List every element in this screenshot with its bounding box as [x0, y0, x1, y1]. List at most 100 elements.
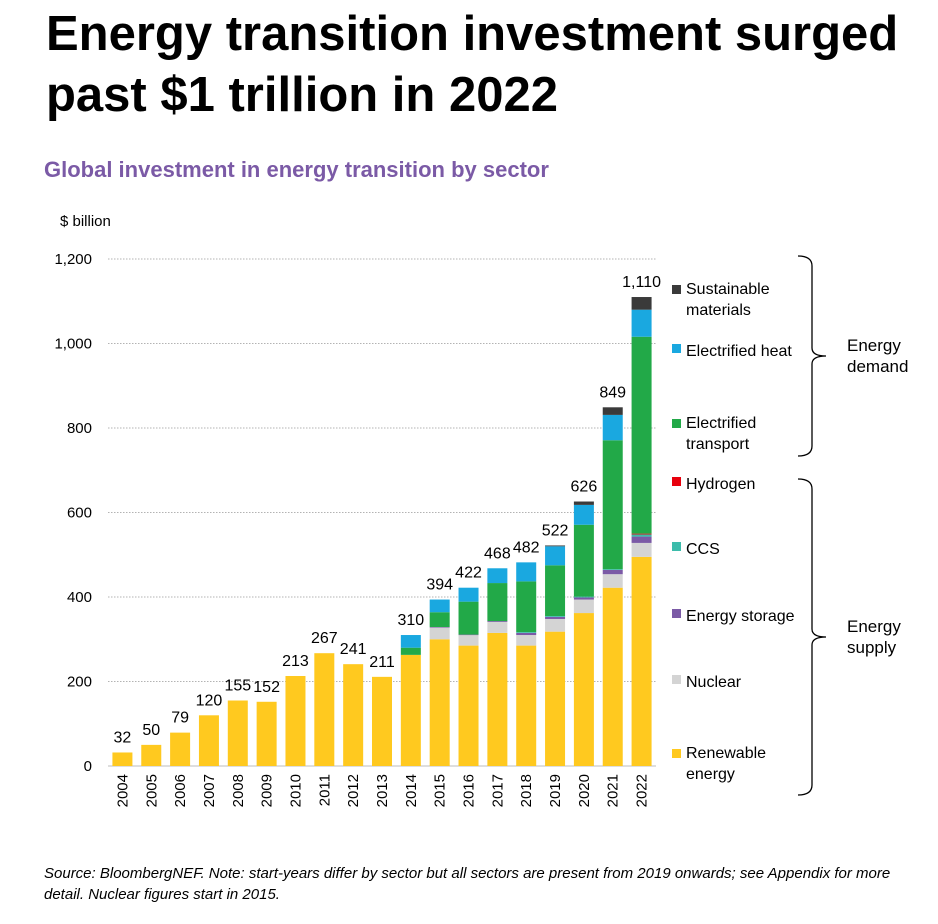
- legend-swatch-renewable-energy: [672, 749, 681, 758]
- bar-segment-renewable-energy-2011: [314, 653, 335, 766]
- bar-segment-electrified-heat-2015: [429, 599, 450, 613]
- total-label-2011: 267: [311, 630, 338, 647]
- bar-segment-ccs-2019: [545, 616, 566, 617]
- bar-segment-renewable-energy-2020: [573, 613, 594, 766]
- total-label-2021: 849: [599, 384, 626, 401]
- bar-segment-electrified-heat-2016: [458, 587, 479, 602]
- bar-segment-renewable-energy-2019: [545, 631, 566, 766]
- total-label-2014: 310: [397, 612, 424, 629]
- total-label-2013: 211: [369, 654, 395, 671]
- bar-segment-renewable-energy-2018: [516, 645, 537, 766]
- bar-segment-energy-storage-2015: [429, 626, 450, 628]
- bar-segment-ccs-2021: [602, 569, 623, 570]
- bar-segment-electrified-heat-2022: [631, 309, 652, 337]
- y-tick-label: 800: [67, 420, 92, 437]
- bar-segment-sustainable-materials-2022: [631, 297, 652, 310]
- bar-segment-ccs-2018: [516, 632, 537, 633]
- legend-label-hydrogen: Hydrogen: [686, 476, 755, 493]
- bar-segment-renewable-energy-2021: [602, 587, 623, 766]
- bar-segment-electrified-heat-2019: [545, 546, 566, 566]
- bar-segment-ccs-2022: [631, 534, 652, 537]
- stacked-bar-chart: $ billion 0 200 400 600 800 1,000 1,200 32 2004 50…: [54, 213, 908, 807]
- bar-segment-hydrogen-2022: [631, 533, 652, 535]
- bar-segment-renewable-energy-2010: [285, 676, 306, 766]
- bar-segment-electrified-transport-2016: [458, 601, 479, 635]
- bar-segment-electrified-transport-2020: [573, 524, 594, 597]
- total-label-2019: 522: [542, 522, 569, 539]
- bar-segment-electrified-transport-2021: [602, 440, 623, 570]
- x-tick-label-2022: 2022: [634, 774, 651, 807]
- bar-segment-sustainable-materials-2020: [573, 501, 594, 505]
- legend-label-renewable-energy: energy: [686, 766, 735, 783]
- brace-energy-supply: [797, 478, 827, 796]
- x-tick-label-2013: 2013: [374, 774, 391, 807]
- x-tick-label-2006: 2006: [172, 774, 189, 807]
- total-label-2018: 482: [513, 539, 540, 556]
- legend-swatch-electrified-transport: [672, 419, 681, 428]
- total-label-2012: 241: [340, 641, 367, 658]
- x-tick-label-2014: 2014: [403, 774, 420, 807]
- y-tick-label: 400: [67, 589, 92, 606]
- legend-swatch-ccs: [672, 542, 681, 551]
- bar-segment-electrified-heat-2020: [573, 504, 594, 525]
- bar-segment-sustainable-materials-2019: [545, 545, 566, 547]
- bar-segment-renewable-energy-2009: [256, 701, 277, 766]
- bar-segment-electrified-transport-2022: [631, 336, 652, 534]
- y-tick-label: 1,000: [54, 336, 92, 353]
- total-label-2015: 394: [426, 577, 453, 594]
- bar-segment-nuclear-2015: [429, 627, 450, 640]
- bar-segment-electrified-heat-2018: [516, 562, 537, 582]
- y-axis-unit-label: $ billion: [60, 213, 111, 230]
- y-tick-label: 0: [84, 758, 92, 775]
- bar-segment-renewable-energy-2014: [400, 654, 421, 766]
- total-label-2007: 120: [196, 692, 223, 709]
- legend-swatch-nuclear: [672, 675, 681, 684]
- legend-swatch-hydrogen: [672, 477, 681, 486]
- bar-segment-energy-storage-2021: [602, 569, 623, 575]
- bar-segment-energy-storage-2020: [573, 597, 594, 600]
- bar-segment-sustainable-materials-2021: [602, 407, 623, 415]
- bar-segment-energy-storage-2019: [545, 616, 566, 619]
- bar-segment-renewable-energy-2004: [112, 752, 133, 766]
- x-tick-label-2020: 2020: [576, 774, 593, 807]
- bar-segment-renewable-energy-2007: [198, 715, 219, 766]
- group-label-energy-demand: Energy: [847, 336, 901, 355]
- bar-segment-renewable-energy-2016: [458, 645, 479, 766]
- bar-segment-renewable-energy-2006: [170, 732, 191, 766]
- total-label-2020: 626: [571, 479, 598, 496]
- bar-segment-electrified-heat-2017: [487, 568, 508, 584]
- total-label-2017: 468: [484, 545, 511, 562]
- bar-segment-energy-storage-2018: [516, 632, 537, 636]
- group-label-energy-supply: supply: [847, 638, 897, 657]
- chart-subtitle: Global investment in energy transition b…: [44, 157, 549, 182]
- bar-segment-nuclear-2017: [487, 621, 508, 633]
- x-tick-label-2018: 2018: [518, 774, 535, 807]
- y-tick-label: 1,200: [54, 251, 92, 268]
- total-label-2016: 422: [455, 565, 482, 582]
- bar-segment-renewable-energy-2022: [631, 556, 652, 766]
- bar-segment-renewable-energy-2005: [141, 744, 162, 766]
- bar-segment-nuclear-2019: [545, 618, 566, 632]
- bar-segment-electrified-transport-2018: [516, 581, 537, 633]
- bar-segment-nuclear-2022: [631, 542, 652, 557]
- total-label-2005: 50: [142, 722, 160, 739]
- legend-swatch-electrified-heat: [672, 344, 681, 353]
- bar-segment-renewable-energy-2008: [227, 700, 248, 766]
- legend-label-sustainable-materials: Sustainable: [686, 281, 770, 298]
- bar-segment-electrified-transport-2014: [400, 647, 421, 655]
- x-tick-label-2008: 2008: [230, 774, 247, 807]
- x-tick-label-2005: 2005: [143, 774, 160, 807]
- group-label-energy-supply: Energy: [847, 617, 901, 636]
- x-tick-label-2010: 2010: [287, 774, 304, 807]
- group-label-energy-demand: demand: [847, 357, 908, 376]
- total-label-2022: 1,110: [622, 274, 661, 291]
- legend-label-energy-storage: Energy storage: [686, 608, 795, 625]
- bar-segment-energy-storage-2017: [487, 621, 508, 622]
- x-tick-label-2017: 2017: [489, 774, 506, 807]
- legend-label-electrified-heat: Electrified heat: [686, 343, 792, 360]
- x-tick-label-2011: 2011: [316, 774, 333, 806]
- bar-segment-renewable-energy-2017: [487, 632, 508, 766]
- x-tick-label-2004: 2004: [114, 774, 131, 807]
- bar-segment-renewable-energy-2013: [372, 676, 392, 766]
- bar-segment-renewable-energy-2012: [343, 664, 364, 766]
